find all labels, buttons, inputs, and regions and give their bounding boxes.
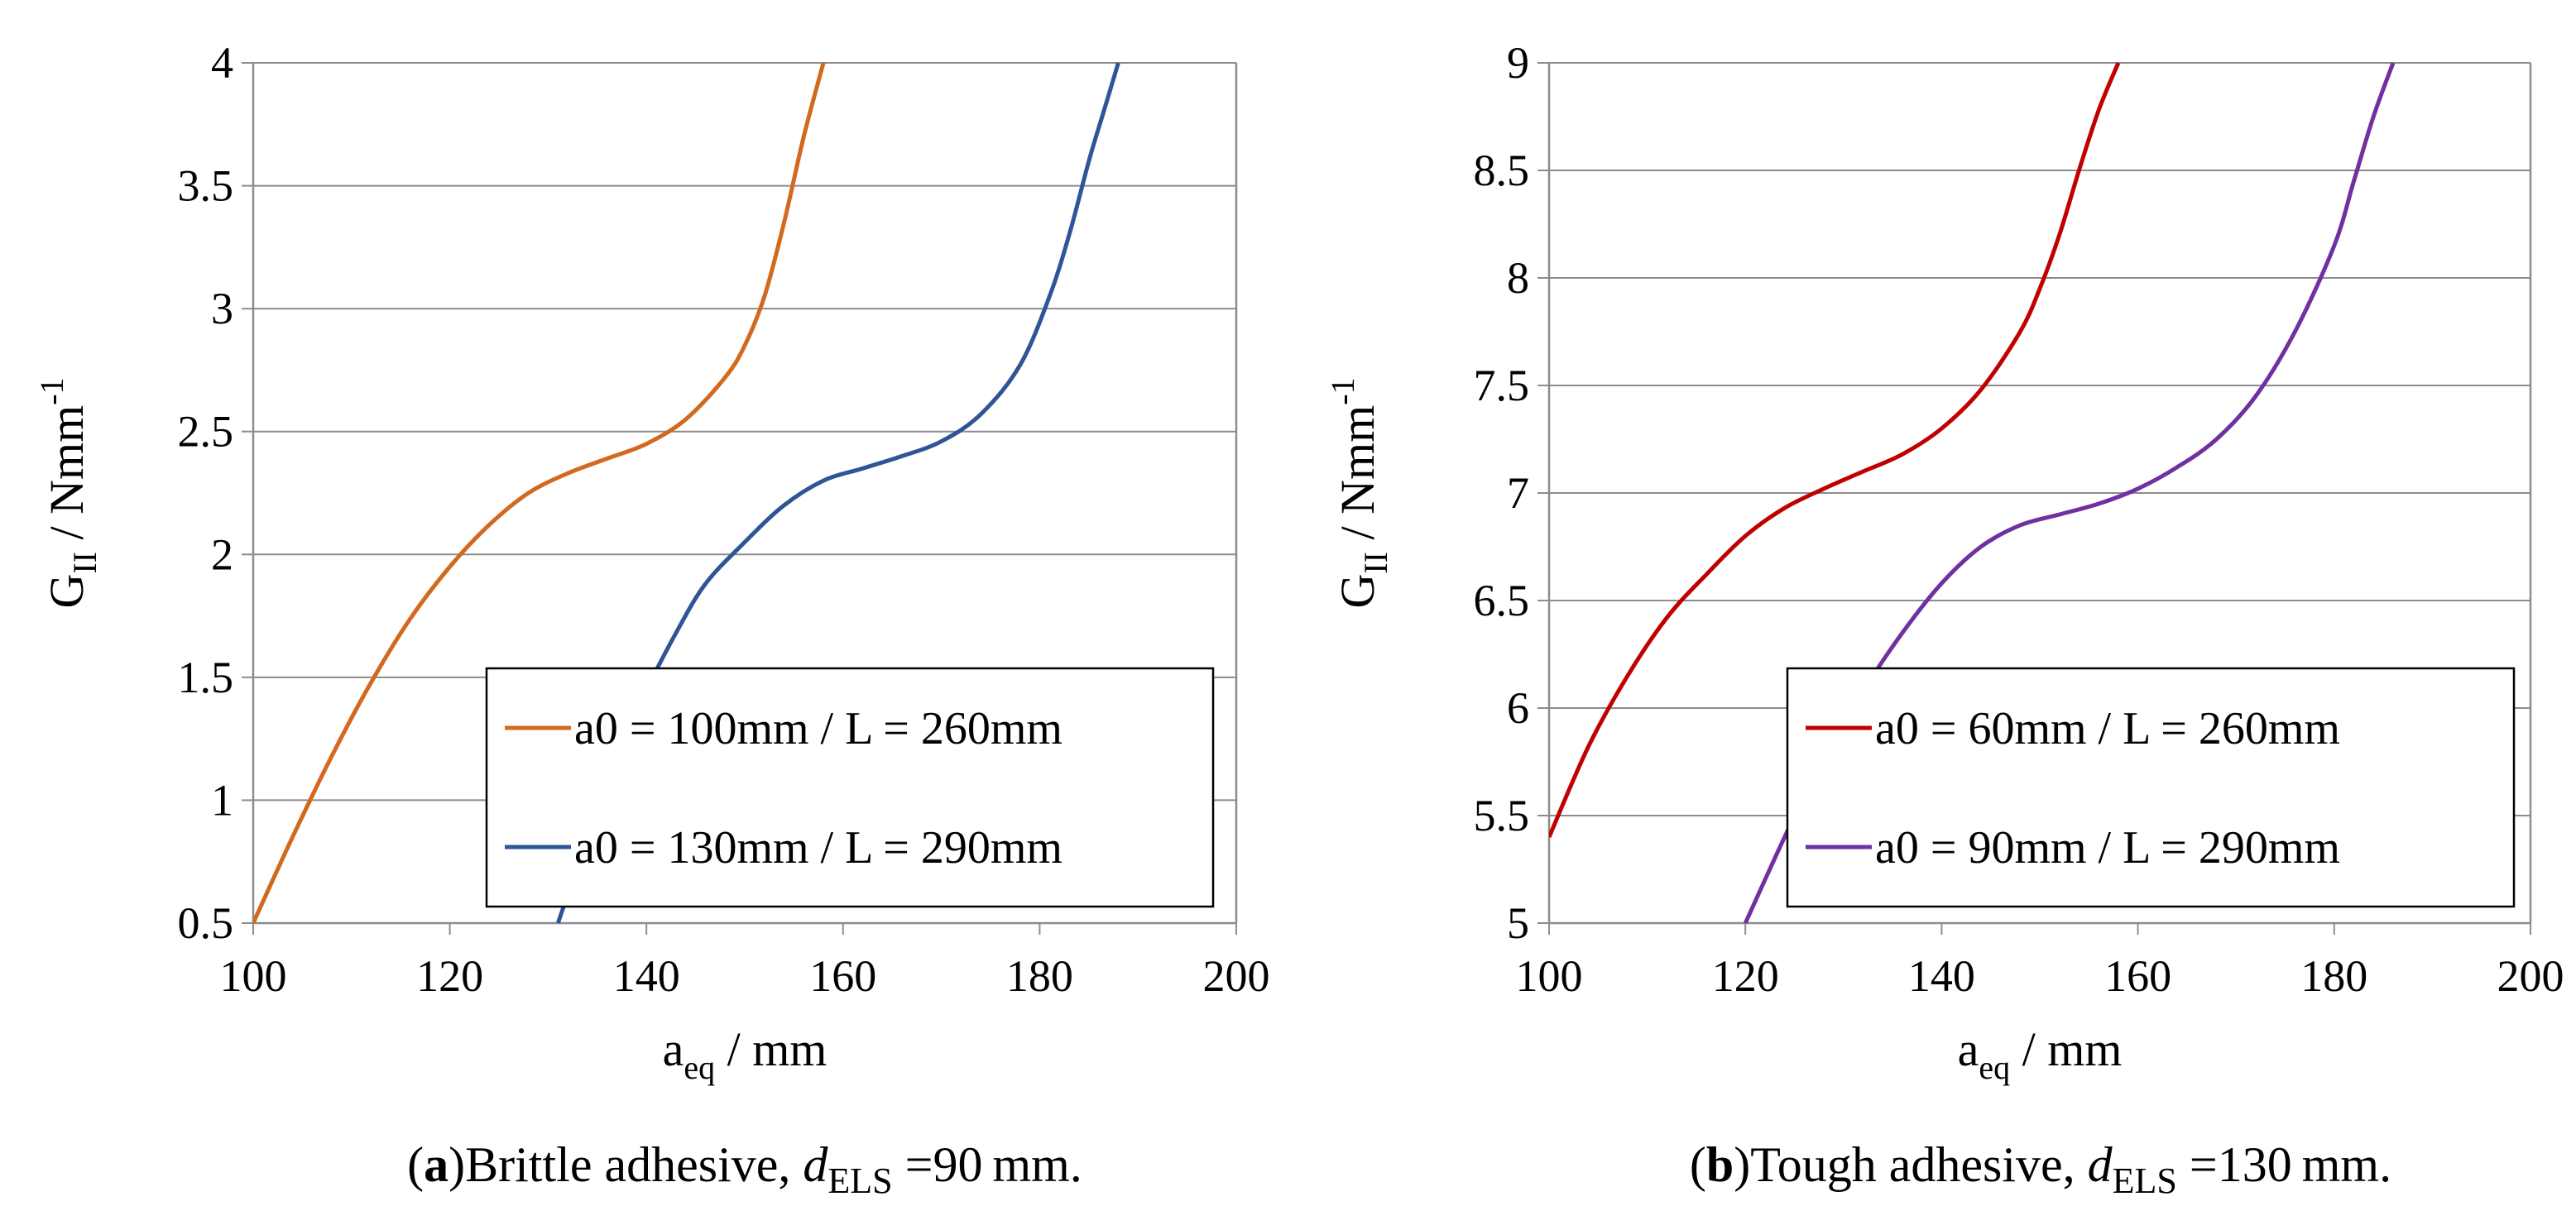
x-tick-label: 120	[416, 951, 483, 1001]
caption-d-value: =130	[2177, 1137, 2292, 1192]
caption-d-subscript: ELS	[827, 1161, 892, 1201]
x-axis-label-rest: / mm	[2010, 1022, 2122, 1076]
caption-paren-open: (	[407, 1137, 424, 1192]
y-axis-label-sup: -1	[1324, 377, 1361, 404]
legend-label: a0 = 90mm / L = 290mm	[1875, 822, 2340, 873]
y-axis-label-sub: II	[66, 552, 103, 574]
y-axis-label-main: G	[40, 574, 94, 609]
panel-caption: (b)Tough adhesive, dELS =130 mm.	[1690, 1137, 2391, 1201]
caption-letter: b	[1706, 1137, 1734, 1192]
x-axis-label: aeq / mm	[663, 1022, 827, 1086]
caption-letter: a	[424, 1137, 449, 1192]
caption-unit: mm.	[2292, 1137, 2391, 1192]
y-tick-label: 6.5	[1474, 576, 1530, 625]
y-axis-label-main: G	[1331, 574, 1384, 609]
y-axis-label-sub: II	[1357, 552, 1394, 574]
legend-label: a0 = 60mm / L = 260mm	[1875, 703, 2340, 754]
caption-paren-close: )	[1734, 1137, 1750, 1192]
panel-caption: (a)Brittle adhesive, dELS =90 mm.	[407, 1137, 1082, 1201]
y-tick-label: 8.5	[1474, 146, 1530, 195]
y-tick-label: 7	[1507, 468, 1529, 518]
y-tick-label: 6	[1507, 683, 1529, 733]
caption-text: Tough adhesive,	[1750, 1137, 2087, 1192]
caption-d-value: =90	[893, 1137, 983, 1192]
y-tick-label: 4	[211, 38, 233, 88]
y-tick-label: 1.5	[178, 653, 234, 702]
y-tick-label: 3.5	[178, 161, 234, 211]
y-tick-label: 0.5	[178, 898, 234, 948]
caption-text: Brittle adhesive,	[465, 1137, 803, 1192]
caption-paren-close: )	[449, 1137, 465, 1192]
legend-label: a0 = 100mm / L = 260mm	[574, 703, 1063, 754]
y-tick-label: 2.5	[178, 407, 234, 457]
x-tick-label: 100	[220, 951, 287, 1001]
x-axis-label-main: a	[1958, 1022, 1979, 1076]
y-axis-label-rest: / Nmm	[1331, 405, 1384, 552]
y-axis-label: GII / Nmm-1	[1324, 377, 1394, 608]
caption-d-symbol: d	[2088, 1137, 2113, 1192]
series-line-1	[253, 62, 826, 925]
x-tick-label: 100	[1516, 951, 1583, 1001]
y-axis-label: GII / Nmm-1	[33, 377, 103, 608]
x-tick-label: 160	[2104, 951, 2171, 1001]
chart-panel-b: 5 5.5 6 6.5 7 7.5 8 8.5 9 100 120 140 160 180 200 a0 = …	[1324, 38, 2564, 1201]
legend-label: a0 = 130mm / L = 290mm	[574, 822, 1063, 873]
x-axis-label-rest: / mm	[715, 1022, 827, 1076]
x-tick-label: 140	[1908, 951, 1975, 1001]
x-axis-label-sub: eq	[684, 1049, 715, 1086]
x-tick-label: 200	[1203, 951, 1270, 1001]
caption-paren-open: (	[1690, 1137, 1706, 1192]
legend-box	[1786, 667, 2516, 908]
x-tick-label: 160	[809, 951, 876, 1001]
x-tick-label: 180	[1006, 951, 1073, 1001]
caption-d-symbol: d	[803, 1137, 828, 1192]
caption-unit: mm.	[982, 1137, 1082, 1192]
x-tick-label: 180	[2300, 951, 2367, 1001]
legend: a0 = 100mm / L = 260mm a0 = 130mm / L = 2…	[485, 667, 1215, 908]
y-tick-label: 9	[1507, 38, 1529, 88]
x-axis-label: aeq / mm	[1958, 1022, 2123, 1086]
y-tick-label: 1	[211, 775, 233, 825]
x-tick-label: 120	[1712, 951, 1779, 1001]
caption-d-subscript: ELS	[2113, 1161, 2177, 1201]
y-tick-label: 3	[211, 284, 233, 333]
y-tick-label: 5.5	[1474, 791, 1530, 840]
y-tick-label: 2	[211, 529, 233, 579]
series-line-1	[1549, 62, 2121, 838]
y-axis-label-rest: / Nmm	[40, 405, 94, 552]
chart-panel-a: 0.5 1 1.5 2 2.5 3 3.5 4 100 120 140 160 180 200 a0 = 1…	[33, 38, 1270, 1201]
legend-box	[485, 667, 1215, 908]
legend: a0 = 60mm / L = 260mm a0 = 90mm / L = 290…	[1786, 667, 2516, 908]
x-axis-label-sub: eq	[1979, 1049, 2010, 1086]
x-tick-label: 140	[613, 951, 680, 1001]
y-tick-label: 8	[1507, 253, 1529, 303]
y-tick-label: 7.5	[1474, 361, 1530, 410]
x-axis-label-main: a	[663, 1022, 684, 1076]
y-axis-label-sup: -1	[33, 377, 70, 404]
x-tick-label: 200	[2497, 951, 2564, 1001]
y-tick-label: 5	[1507, 898, 1529, 948]
